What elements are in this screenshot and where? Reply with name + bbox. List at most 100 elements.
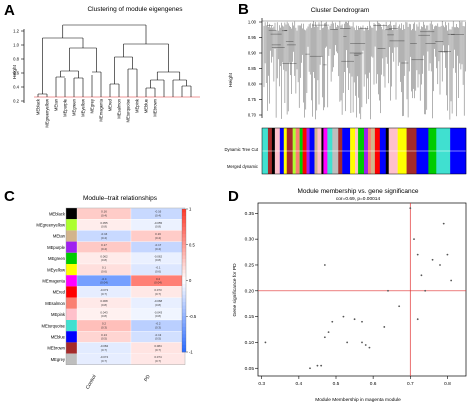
- panel-d-point: [383, 326, 386, 328]
- panel-d-point: [346, 341, 349, 344]
- panel-c-colorbar-step: [182, 259, 186, 263]
- panel-c-colorbar-step: [182, 326, 186, 331]
- panel-c-cell-corr: 0.073: [154, 288, 162, 292]
- panel-a-y-tick-label: 0.8: [13, 57, 19, 62]
- panel-c-cell-pvalue: (0.8): [155, 225, 161, 229]
- panel-c-colorbar-step: [182, 266, 186, 271]
- panel-c-row-label: MEtan: [53, 234, 66, 239]
- panel-c-cell-pvalue: (0.8): [155, 258, 161, 262]
- panel-c-module-swatch: [66, 264, 77, 276]
- panel-d-x-tick-label: 0.4: [296, 381, 303, 387]
- panel-d-y-tick-label: 0.25: [245, 263, 255, 269]
- panel-b-y-tick-label: 0.95: [248, 35, 257, 40]
- panel-b-y-tick-label: 0.70: [248, 113, 257, 118]
- panel-c-module-swatch: [66, 297, 77, 309]
- panel-d-y-tick-label: 0.30: [245, 237, 255, 243]
- panel-c-colorbar-tick-label: 0.5: [189, 242, 195, 247]
- panel-d-point: [361, 320, 363, 323]
- panel-d-y-tick-label: 0.10: [245, 340, 255, 346]
- panel-c-module-swatch: [66, 342, 77, 354]
- panel-c-cell-corr: -0.073: [100, 288, 109, 292]
- panel-c-cell-corr: 0.13: [101, 333, 107, 337]
- panel-a-leaf-label: MEred: [108, 98, 113, 111]
- panel-c-colorbar-step: [182, 230, 186, 235]
- panel-c-cell-corr: 0.043: [100, 310, 108, 314]
- panel-c-colorbar-step: [182, 248, 186, 253]
- panel-a-leaf-label: MEgreenyellow: [45, 98, 50, 128]
- panel-c-module-swatch: [66, 208, 77, 220]
- panel-c-cell-pvalue: (0.4): [155, 236, 161, 240]
- panel-b-y-ticks: 0.70 0.75 0.80 0.85 0.90 0.95 1.00: [248, 20, 262, 118]
- panel-d-x-tick-label: 0.5: [333, 381, 340, 387]
- panel-a-leaf-label: MEyellow: [81, 98, 86, 117]
- panel-c-colorbar-step: [182, 294, 186, 299]
- panel-c-colorbar-step: [182, 291, 186, 296]
- panel-c-cell-corr: 0.16: [101, 210, 107, 214]
- panel-d-title: Module membership vs. gene significance: [297, 188, 418, 195]
- panel-c-colorbar-step: [182, 344, 186, 349]
- panel-c-cell-pvalue: (0.5): [101, 337, 107, 341]
- panel-c-cell-pvalue: (0.8): [155, 303, 161, 307]
- panel-d-point: [409, 207, 412, 210]
- panel-c-letter: C: [4, 188, 15, 205]
- panel-c-cell-pvalue: (0.7): [155, 292, 161, 296]
- panel-d-point: [416, 318, 419, 321]
- panel-a-leaf-label: MEturquoise: [126, 98, 131, 122]
- panel-a-leaf-label: MEpink: [135, 98, 140, 113]
- panel-c-cell-corr: -0.2: [156, 322, 161, 326]
- panel-a-y-tick-label: 0.6: [13, 71, 19, 76]
- panel-b-dendrogram: [262, 20, 466, 120]
- panel-d-point: [424, 289, 427, 292]
- panel-d-point: [264, 341, 267, 344]
- panel-c-colorbar-step: [182, 309, 186, 313]
- panel-c-cell-corr: -0.068: [154, 299, 163, 303]
- panel-c-row-label: MEbrown: [47, 346, 65, 351]
- panel-a-y-ticks: 0.2 0.4 0.6 0.8 1.0 1.2: [13, 29, 24, 104]
- panel-c-colorbar-step: [182, 305, 186, 310]
- panel-c-cell-corr: -0.17: [155, 243, 162, 247]
- panel-a-y-tick-label: 0.2: [13, 99, 19, 104]
- panel-c-module-swatch: [66, 286, 77, 298]
- panel-c-cell-pvalue: (0.3): [101, 325, 107, 329]
- panel-c-cell-pvalue: (0.4): [155, 213, 161, 217]
- panel-d-point: [416, 253, 419, 256]
- panel-c-cell-pvalue: (0.7): [101, 359, 107, 363]
- panel-c-colorbar-step: [182, 301, 186, 306]
- panel-d-point: [323, 264, 326, 266]
- panel-c-cell-corr: 0.1: [102, 266, 106, 270]
- panel-c-cell-corr: -0.16: [101, 232, 108, 236]
- panel-c-colorbar-step: [182, 244, 186, 249]
- panel-b-module-colors: [261, 127, 467, 175]
- panel-a-leaf-label: MEblue: [144, 98, 149, 113]
- panel-c-row-label: MEred: [53, 290, 66, 295]
- panel-d-point: [398, 305, 401, 308]
- panel-b: B Cluster Dendrogram Height 0.70 0.75 0.80…: [224, 1, 467, 175]
- panel-c-row-label: MEblue: [51, 335, 66, 340]
- panel-b-color-frame: [261, 127, 467, 175]
- panel-d-point: [316, 364, 319, 367]
- panel-c-colorbar-step: [182, 319, 186, 324]
- panel-d-x-tick-label: 0.6: [370, 381, 377, 387]
- panel-c-heatmap: MEblack 0.16(0.4)-0.16(0.4)MEgreenyellow 0…: [36, 207, 186, 366]
- panel-d-point: [320, 364, 323, 367]
- panel-d-reference-lines: [258, 203, 466, 376]
- panel-c-module-swatch: [66, 331, 77, 343]
- panel-c-cell-pvalue: (0.4): [101, 213, 107, 217]
- panel-c-colorbar-step: [182, 298, 186, 303]
- panel-c-row-label: MEyellow: [47, 267, 66, 272]
- panel-b-y-tick-label: 1.00: [248, 20, 257, 25]
- panel-c-cell-pvalue: (0.04): [100, 281, 108, 285]
- panel-c-colorbar-step: [182, 212, 186, 217]
- panel-c-cell-pvalue: (0.7): [155, 348, 161, 352]
- panel-b-row2-label: Merged dynamic: [227, 164, 258, 169]
- panel-b-y-tick-label: 0.75: [248, 97, 257, 102]
- panel-d-points: [264, 207, 453, 370]
- panel-c-cell-corr: 0.068: [100, 299, 108, 303]
- panel-c-colorbar: 1 0.5 0 -0.5 -1: [181, 207, 197, 355]
- panel-d-point: [413, 238, 415, 241]
- panel-c-colorbar-tick-label: -0.5: [189, 314, 197, 319]
- panel-c-colorbar-step: [182, 226, 186, 231]
- panel-c-cell-pvalue: (0.7): [101, 292, 107, 296]
- panel-c-cell-pvalue: (0.4): [101, 236, 107, 240]
- panel-a-leaf-label: MEgrey: [90, 98, 95, 113]
